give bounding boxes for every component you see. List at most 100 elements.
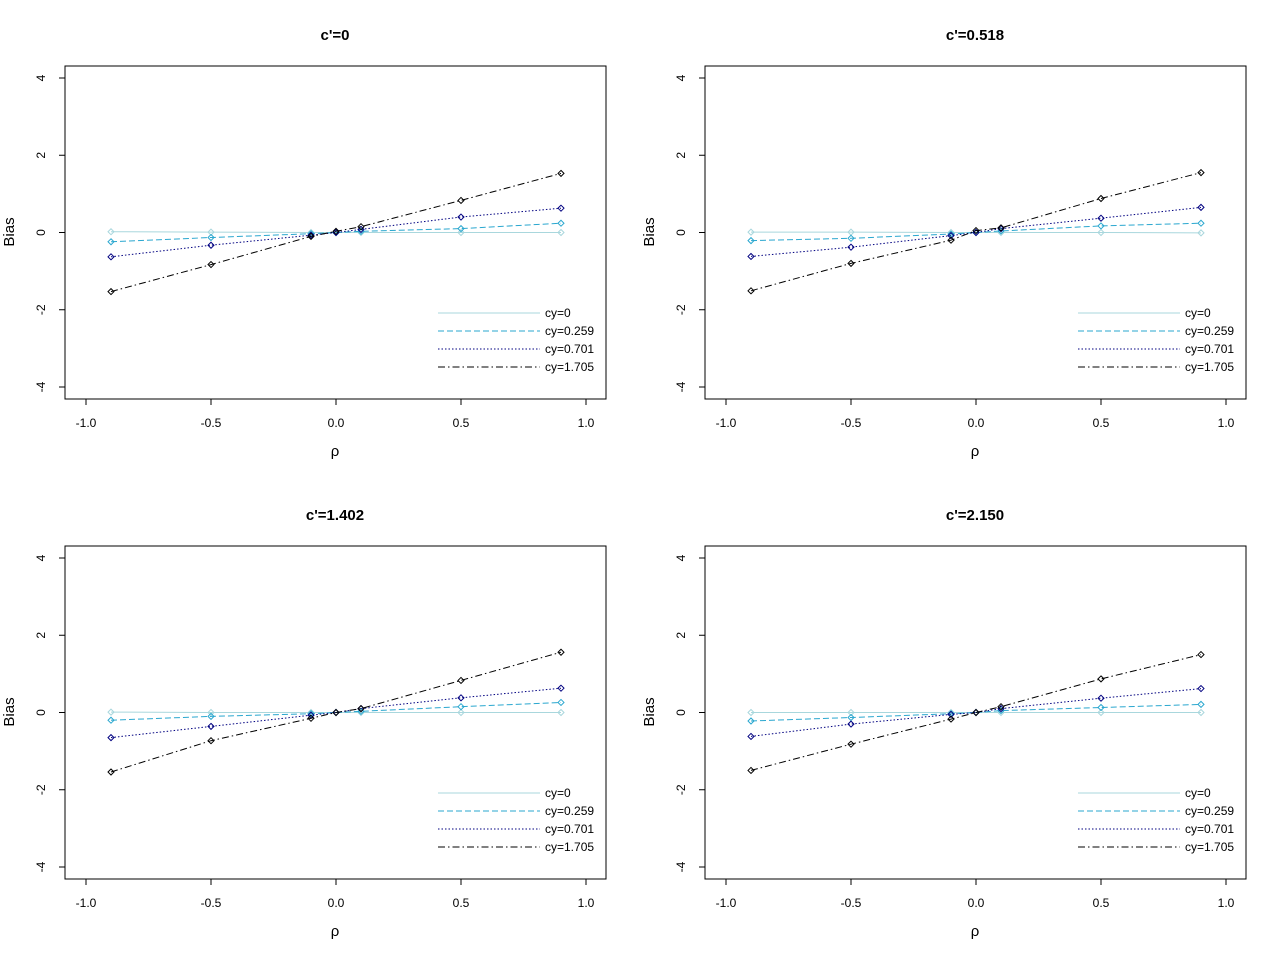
legend-entry: cy=1.705: [545, 840, 594, 854]
series-point-4: [747, 287, 755, 295]
series-point-3: [847, 243, 855, 251]
series-point-4: [357, 222, 365, 231]
panel-1: c'=0 -1.0 -0.5 0.0 0.5 1.0 ρ -4 -2 0 2 4 Bias cy=0 cy=…: [1, 27, 607, 460]
y-tick-label: -2: [34, 784, 48, 795]
x-tick-label: -0.5: [841, 416, 862, 430]
series-point-1: [207, 708, 215, 717]
legend-entry: cy=0: [1185, 786, 1211, 800]
series-point-2: [107, 238, 115, 246]
series-point-2: [307, 709, 315, 718]
x-tick-label: -1.0: [76, 416, 97, 430]
y-tick-label: 4: [674, 554, 688, 561]
series-point-4: [332, 708, 340, 717]
series-line-4: [750, 172, 1202, 292]
series-point-3: [107, 733, 115, 742]
series-line-2: [110, 222, 562, 243]
panel-3: c'=1.402 -1.0 -0.5 0.0 0.5 1.0 ρ -4 -2 0 2 4 Bias cy=…: [1, 507, 607, 940]
series-point-1: [457, 228, 465, 237]
x-tick-label: 0.5: [1093, 416, 1110, 430]
series-point-4: [557, 648, 565, 656]
legend-entry: cy=0: [545, 306, 571, 320]
x-tick-label: 0.5: [453, 896, 470, 910]
y-tick-label: 0: [674, 229, 688, 236]
series-point-1: [307, 228, 315, 237]
y-tick-label: 2: [674, 632, 688, 639]
series-point-4: [457, 676, 465, 685]
x-tick-label: -0.5: [841, 896, 862, 910]
series-point-2: [457, 702, 465, 711]
series-point-2: [457, 224, 465, 233]
x-tick-label: -1.0: [716, 416, 737, 430]
legend-entry: cy=0.259: [545, 804, 594, 818]
series-point-4: [557, 169, 565, 178]
series-point-4: [107, 287, 115, 296]
series-point-3: [747, 252, 755, 261]
series-point-1: [947, 228, 955, 237]
series-point-3: [1097, 214, 1105, 222]
x-tick-label: 1.0: [578, 416, 595, 430]
series-point-2: [557, 219, 565, 227]
y-tick-label: 4: [674, 74, 688, 81]
series-point-3: [1097, 694, 1105, 702]
series-point-4: [107, 768, 115, 776]
y-tick-label: 2: [34, 632, 48, 639]
series-point-3: [997, 224, 1005, 233]
series-point-1: [107, 228, 115, 236]
series-point-2: [107, 716, 115, 724]
series-line-4: [750, 654, 1202, 771]
legend-entry: cy=0.259: [545, 324, 594, 338]
series-point-4: [997, 702, 1005, 711]
panel-title: c'=0.518: [946, 27, 1004, 44]
legend-entry: cy=0.701: [1185, 342, 1234, 356]
series-point-4: [947, 715, 955, 723]
series-point-3: [747, 732, 755, 741]
x-tick-label: -1.0: [716, 896, 737, 910]
series-point-2: [747, 717, 755, 725]
y-tick-label: 0: [34, 709, 48, 716]
series-point-1: [557, 708, 565, 717]
x-tick-label: 0.0: [328, 896, 345, 910]
series-point-3: [332, 228, 340, 237]
y-tick-label: 2: [34, 152, 48, 159]
series-point-3: [557, 204, 565, 212]
y-tick-label: -4: [674, 861, 688, 872]
x-axis-label: ρ: [971, 923, 980, 940]
panel-title: c'=0: [320, 27, 349, 44]
series-point-1: [557, 228, 565, 237]
x-tick-label: 0.5: [1093, 896, 1110, 910]
series-point-2: [1097, 222, 1105, 230]
series-point-3: [307, 231, 315, 239]
legend-entry: cy=1.705: [545, 360, 594, 374]
series-point-3: [107, 253, 115, 261]
series-point-3: [847, 720, 855, 728]
series-point-2: [207, 233, 215, 242]
series-point-4: [1197, 168, 1205, 177]
y-tick-label: -4: [34, 381, 48, 392]
y-axis-label: Bias: [641, 697, 658, 726]
y-axis-label: Bias: [1, 217, 18, 246]
series-point-3: [1197, 203, 1205, 212]
series-point-1: [847, 708, 855, 717]
series-point-2: [847, 234, 855, 243]
x-tick-label: 0.0: [968, 896, 985, 910]
series-point-4: [207, 736, 215, 745]
series-point-4: [307, 232, 315, 241]
y-tick-label: 0: [674, 709, 688, 716]
series-line-4: [110, 172, 562, 293]
series-point-3: [457, 694, 465, 702]
x-axis-label: ρ: [331, 443, 340, 460]
legend-entry: cy=1.705: [1185, 840, 1234, 854]
series-point-4: [207, 260, 215, 269]
y-tick-label: -2: [674, 304, 688, 315]
y-tick-label: -4: [34, 861, 48, 872]
series-point-4: [947, 236, 955, 244]
series-point-4: [972, 226, 980, 235]
y-tick-label: 4: [34, 554, 48, 561]
x-tick-label: 1.0: [1218, 896, 1235, 910]
x-tick-label: -1.0: [76, 896, 97, 910]
series-line-2: [750, 222, 1202, 242]
series-point-1: [1097, 708, 1105, 717]
series-point-2: [1197, 219, 1205, 227]
x-axis-label: ρ: [971, 443, 980, 460]
